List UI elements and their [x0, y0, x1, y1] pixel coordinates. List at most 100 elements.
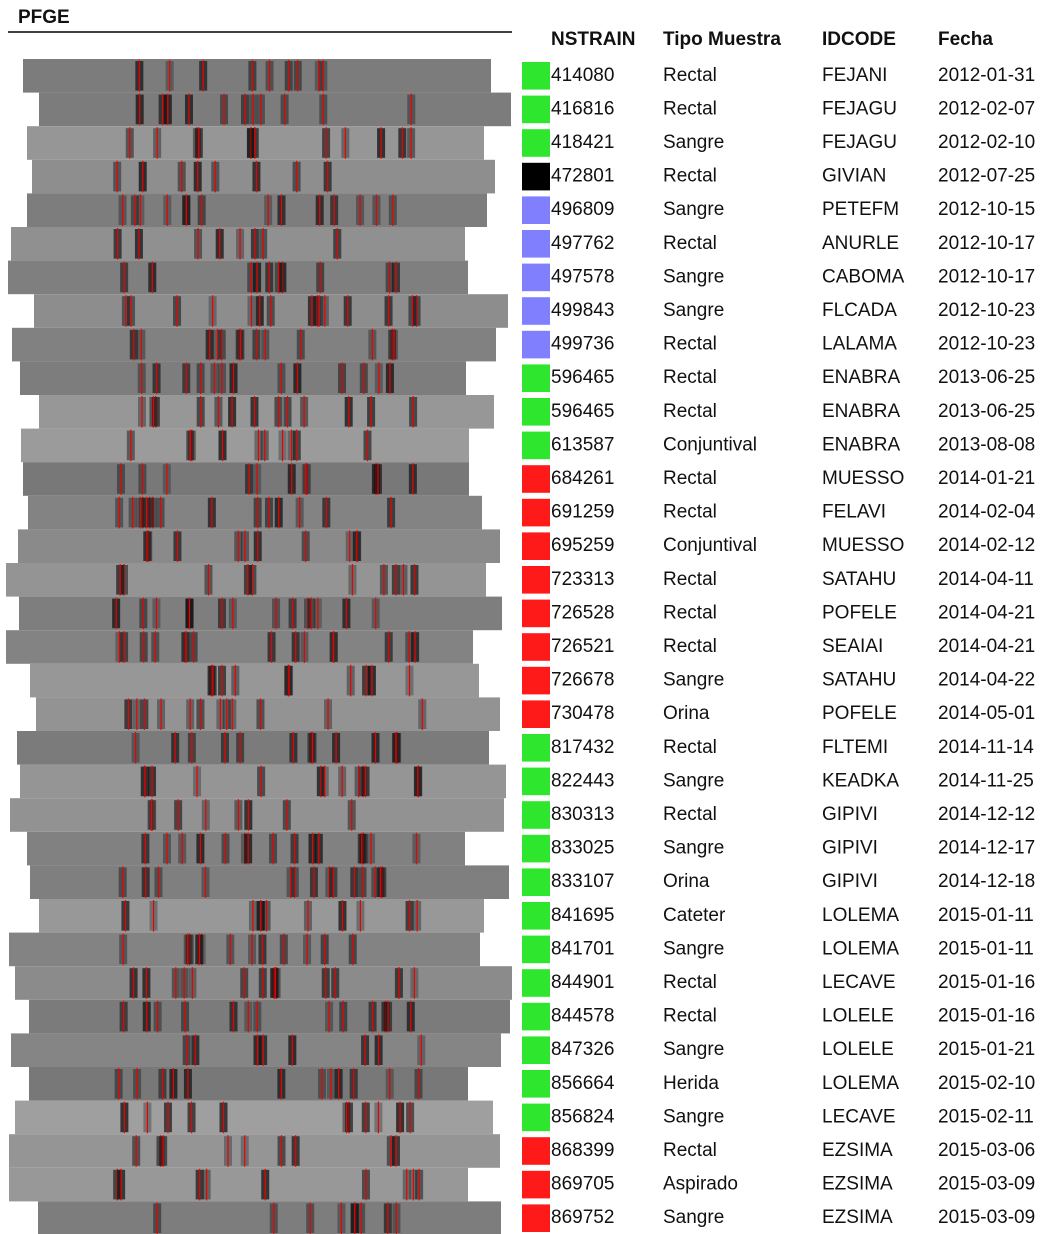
cell-fecha: 2013-06-25 — [938, 401, 1035, 422]
group-swatch — [522, 163, 550, 191]
gel-lane — [21, 429, 469, 463]
cell-nstrain: 684261 — [551, 468, 614, 489]
cell-fecha: 2014-01-21 — [938, 468, 1035, 489]
gel-lane — [9, 933, 480, 967]
cell-nstrain: 726678 — [551, 670, 614, 691]
cell-idcode: FLTEMI — [822, 737, 888, 758]
cell-fecha: 2012-02-10 — [938, 132, 1035, 153]
cell-idcode: FEJAGU — [822, 98, 897, 119]
cell-nstrain: 817432 — [551, 737, 614, 758]
cell-tipo: Cateter — [663, 905, 726, 926]
cell-idcode: LOLELE — [822, 1006, 894, 1027]
cell-fecha: 2012-10-17 — [938, 266, 1035, 287]
group-swatch — [522, 969, 550, 997]
cell-nstrain: 833107 — [551, 871, 614, 892]
cell-nstrain: 499736 — [551, 334, 614, 355]
cell-fecha: 2015-01-11 — [938, 938, 1034, 959]
cell-tipo: Rectal — [663, 233, 717, 254]
group-swatch — [522, 398, 550, 426]
cell-nstrain: 847326 — [551, 1039, 614, 1060]
cell-nstrain: 822443 — [551, 770, 614, 791]
cell-tipo: Rectal — [663, 334, 717, 355]
cell-nstrain: 869705 — [551, 1174, 614, 1195]
cell-idcode: EZSIMA — [822, 1207, 893, 1228]
group-swatch — [522, 96, 550, 124]
cell-idcode: MUESSO — [822, 535, 904, 556]
cell-idcode: ANURLE — [822, 233, 899, 254]
cell-idcode: LECAVE — [822, 1106, 896, 1127]
cell-fecha: 2013-08-08 — [938, 434, 1035, 455]
cell-idcode: ENABRA — [822, 401, 900, 422]
cell-nstrain: 416816 — [551, 98, 614, 119]
group-swatch — [522, 432, 550, 460]
cell-nstrain: 730478 — [551, 703, 614, 724]
cell-tipo: Sangre — [663, 1039, 724, 1060]
cell-nstrain: 723313 — [551, 569, 614, 590]
cell-idcode: FEJAGU — [822, 132, 897, 153]
group-swatch — [522, 1104, 550, 1132]
gel-lane — [39, 93, 511, 127]
group-swatch — [522, 264, 550, 292]
cell-tipo: Rectal — [663, 972, 717, 993]
column-header: Fecha — [938, 29, 993, 50]
gel-lane — [38, 1201, 501, 1234]
gel-lane — [19, 597, 502, 631]
cell-tipo: Rectal — [663, 367, 717, 388]
cell-fecha: 2014-12-12 — [938, 804, 1035, 825]
cell-idcode: FLCADA — [822, 300, 897, 321]
cell-tipo: Sangre — [663, 300, 724, 321]
group-swatch — [522, 465, 550, 493]
cell-fecha: 2014-12-17 — [938, 838, 1035, 859]
cell-fecha: 2014-04-21 — [938, 602, 1035, 623]
cell-nstrain: 414080 — [551, 65, 614, 86]
cell-fecha: 2015-01-21 — [938, 1039, 1035, 1060]
cell-nstrain: 833025 — [551, 838, 614, 859]
cell-tipo: Rectal — [663, 569, 717, 590]
group-swatch — [522, 62, 550, 90]
cell-fecha: 2014-04-22 — [938, 670, 1035, 691]
gel-lane — [20, 361, 466, 395]
cell-tipo: Rectal — [663, 1140, 717, 1161]
cell-nstrain: 726521 — [551, 636, 614, 657]
cell-nstrain: 496809 — [551, 199, 614, 220]
group-swatch — [522, 297, 550, 325]
cell-nstrain: 726528 — [551, 602, 614, 623]
gel-lane — [36, 697, 500, 731]
cell-tipo: Rectal — [663, 602, 717, 623]
cell-idcode: LOLEMA — [822, 905, 899, 926]
cell-nstrain: 869752 — [551, 1207, 614, 1228]
cell-tipo: Sangre — [663, 199, 724, 220]
gel-lane — [6, 630, 473, 664]
group-swatch — [522, 600, 550, 628]
cell-fecha: 2014-04-11 — [938, 569, 1034, 590]
cell-idcode: EZSIMA — [822, 1174, 893, 1195]
cell-fecha: 2012-10-15 — [938, 199, 1035, 220]
cell-idcode: MUESSO — [822, 468, 904, 489]
cell-idcode: GIPIVI — [822, 871, 878, 892]
cell-tipo: Sangre — [663, 770, 724, 791]
group-swatch — [522, 902, 550, 930]
cell-tipo: Rectal — [663, 737, 717, 758]
cell-fecha: 2014-11-25 — [938, 770, 1034, 791]
group-swatch — [522, 700, 550, 728]
group-swatch — [522, 364, 550, 392]
cell-fecha: 2014-04-21 — [938, 636, 1035, 657]
cell-tipo: Herida — [663, 1073, 719, 1094]
group-swatch — [522, 230, 550, 258]
group-swatch — [522, 1003, 550, 1031]
cell-fecha: 2012-10-17 — [938, 233, 1035, 254]
column-header: IDCODE — [822, 29, 896, 50]
cell-nstrain: 691259 — [551, 502, 614, 523]
cell-fecha: 2015-01-16 — [938, 1006, 1035, 1027]
cell-idcode: SATAHU — [822, 670, 896, 691]
gel-lane — [9, 1134, 500, 1168]
cell-tipo: Rectal — [663, 636, 717, 657]
cell-tipo: Sangre — [663, 670, 724, 691]
cell-fecha: 2015-01-11 — [938, 905, 1034, 926]
gel-lane — [32, 160, 495, 194]
cell-idcode: LOLELE — [822, 1039, 894, 1060]
cell-nstrain: 418421 — [551, 132, 614, 153]
group-swatch — [522, 196, 550, 224]
cell-tipo: Sangre — [663, 838, 724, 859]
cell-tipo: Conjuntival — [663, 434, 757, 455]
